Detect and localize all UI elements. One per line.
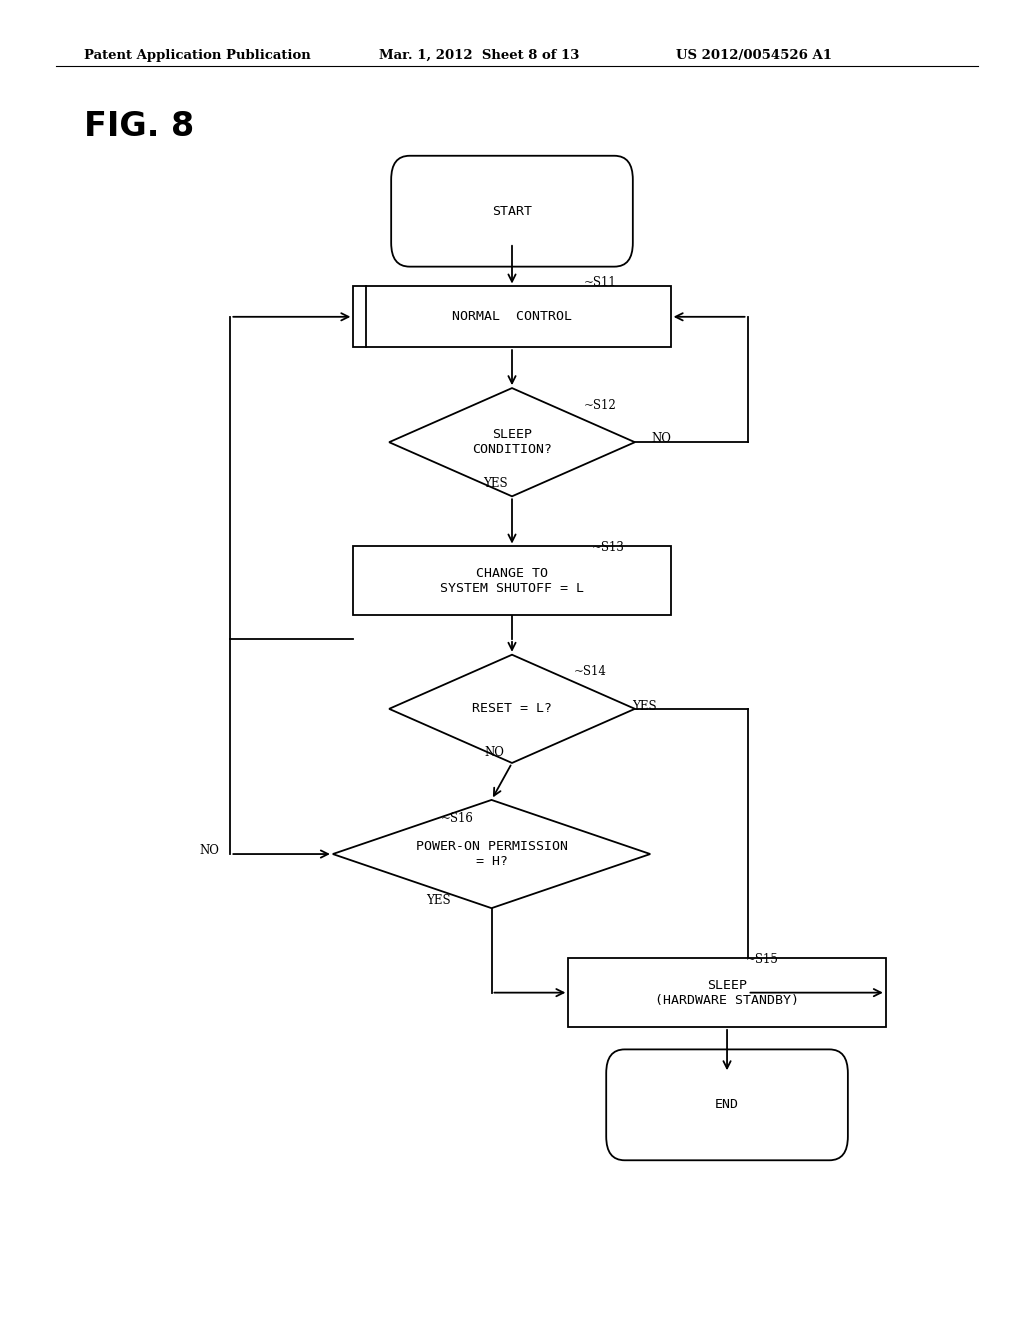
Text: START: START: [492, 205, 532, 218]
Text: CHANGE TO
SYSTEM SHUTOFF = L: CHANGE TO SYSTEM SHUTOFF = L: [440, 566, 584, 595]
Polygon shape: [333, 800, 650, 908]
Text: ~S11: ~S11: [584, 276, 616, 289]
Polygon shape: [389, 655, 635, 763]
Text: ~S16: ~S16: [440, 812, 473, 825]
Bar: [353, 546, 671, 615]
Text: END: END: [715, 1098, 739, 1111]
Text: FIG. 8: FIG. 8: [84, 110, 195, 143]
Bar: [353, 286, 671, 347]
Text: ~S15: ~S15: [745, 953, 778, 966]
Text: Mar. 1, 2012  Sheet 8 of 13: Mar. 1, 2012 Sheet 8 of 13: [379, 49, 580, 62]
Text: NORMAL  CONTROL: NORMAL CONTROL: [452, 310, 572, 323]
Text: Patent Application Publication: Patent Application Publication: [84, 49, 310, 62]
Text: POWER-ON PERMISSION
= H?: POWER-ON PERMISSION = H?: [416, 840, 567, 869]
Text: US 2012/0054526 A1: US 2012/0054526 A1: [676, 49, 831, 62]
Text: YES: YES: [632, 700, 656, 713]
Text: ~S12: ~S12: [584, 399, 616, 412]
Text: SLEEP
(HARDWARE STANDBY): SLEEP (HARDWARE STANDBY): [655, 978, 799, 1007]
Text: ~S14: ~S14: [573, 665, 606, 678]
Text: RESET = L?: RESET = L?: [472, 702, 552, 715]
Text: YES: YES: [483, 477, 508, 490]
Text: YES: YES: [426, 894, 451, 907]
FancyBboxPatch shape: [606, 1049, 848, 1160]
Text: NO: NO: [200, 843, 219, 857]
Text: NO: NO: [484, 746, 504, 759]
Text: SLEEP
CONDITION?: SLEEP CONDITION?: [472, 428, 552, 457]
FancyBboxPatch shape: [391, 156, 633, 267]
Polygon shape: [389, 388, 635, 496]
Text: ~S13: ~S13: [592, 541, 625, 554]
Text: NO: NO: [651, 432, 671, 445]
Bar: [568, 958, 886, 1027]
